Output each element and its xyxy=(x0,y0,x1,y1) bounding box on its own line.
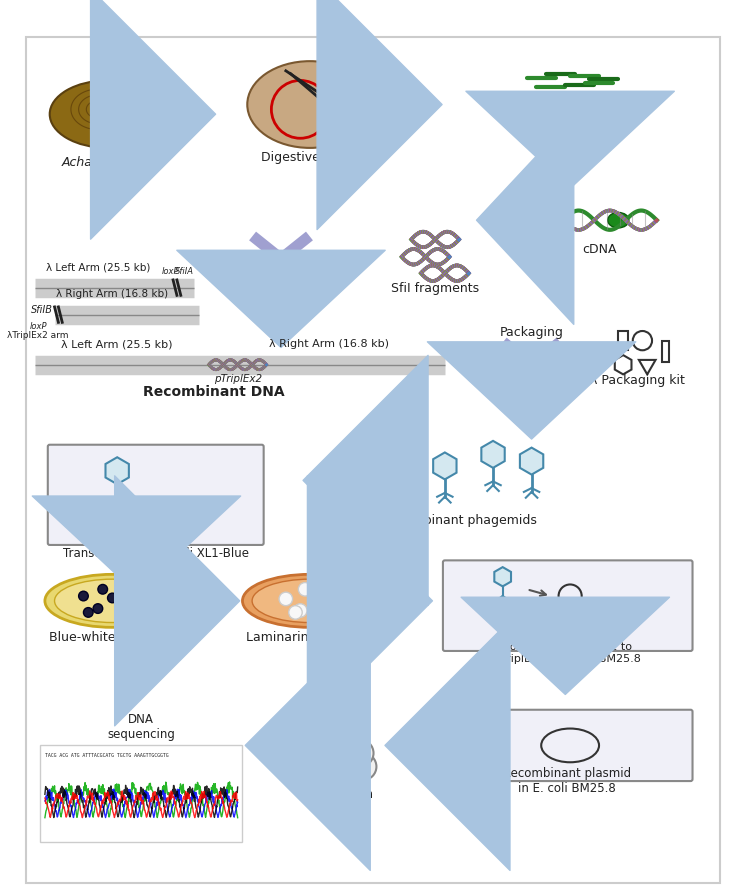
Bar xyxy=(662,340,669,362)
Text: Plasmid
isolation: Plasmid isolation xyxy=(324,773,373,801)
Circle shape xyxy=(349,753,376,781)
Circle shape xyxy=(308,589,321,603)
Circle shape xyxy=(136,589,146,598)
Circle shape xyxy=(127,605,136,615)
Text: SfiIA: SfiIA xyxy=(175,268,194,276)
Text: TACG ACG ATG ATTTACGCATG TGCTG AAAGTTGCGGTG: TACG ACG ATG ATTTACGCATG TGCTG AAAGTTGCG… xyxy=(45,753,168,758)
Text: loxP: loxP xyxy=(162,268,179,276)
Circle shape xyxy=(122,601,132,611)
Text: Digestive gland: Digestive gland xyxy=(261,151,359,164)
Ellipse shape xyxy=(242,574,378,628)
Text: Converting λTriplEx2 to
pTriplEx2 in E. coli BM25.8: Converting λTriplEx2 to pTriplEx2 in E. … xyxy=(494,642,640,663)
Text: loxP: loxP xyxy=(29,322,47,331)
Text: Recombinant phagemids: Recombinant phagemids xyxy=(381,514,537,527)
Text: Laminarin screening: Laminarin screening xyxy=(246,631,374,645)
Circle shape xyxy=(332,592,346,605)
Text: λ Right Arm (16.8 kb): λ Right Arm (16.8 kb) xyxy=(269,340,389,349)
Circle shape xyxy=(93,604,102,613)
Text: SfiIB: SfiIB xyxy=(31,305,53,315)
FancyBboxPatch shape xyxy=(443,709,692,781)
Ellipse shape xyxy=(55,579,170,622)
FancyBboxPatch shape xyxy=(48,444,264,545)
Text: Blue-white selection: Blue-white selection xyxy=(49,631,176,645)
Text: Transduction to E. coli XL1-Blue: Transduction to E. coli XL1-Blue xyxy=(63,548,249,560)
Text: λ Left Arm (25.5 kb): λ Left Arm (25.5 kb) xyxy=(61,340,173,349)
Text: DNA
sequencing: DNA sequencing xyxy=(108,713,175,741)
Text: Packaging: Packaging xyxy=(500,326,564,339)
Circle shape xyxy=(98,584,108,594)
Bar xyxy=(209,357,266,372)
Text: SfiI fragments: SfiI fragments xyxy=(391,283,479,295)
Text: cDNA: cDNA xyxy=(582,243,616,256)
Circle shape xyxy=(321,751,348,778)
Circle shape xyxy=(288,605,302,619)
Text: Pool of mRNA: Pool of mRNA xyxy=(528,127,613,140)
Text: λ Packaging kit: λ Packaging kit xyxy=(590,374,685,387)
Text: λTriplEx2 arm: λTriplEx2 arm xyxy=(7,331,69,340)
Circle shape xyxy=(294,604,307,617)
Circle shape xyxy=(318,606,331,621)
Circle shape xyxy=(108,593,117,603)
Circle shape xyxy=(346,740,373,766)
Circle shape xyxy=(279,592,293,605)
Text: pTriplEx2: pTriplEx2 xyxy=(214,374,262,384)
Circle shape xyxy=(335,740,362,766)
Ellipse shape xyxy=(45,574,180,628)
Text: Recombinant plasmid
in E. coli BM25.8: Recombinant plasmid in E. coli BM25.8 xyxy=(503,766,631,795)
Ellipse shape xyxy=(50,80,165,148)
Circle shape xyxy=(335,763,362,789)
Circle shape xyxy=(299,582,312,596)
Text: Recombinant DNA: Recombinant DNA xyxy=(143,385,284,398)
Ellipse shape xyxy=(252,579,367,622)
Text: Ligasi: Ligasi xyxy=(263,290,299,303)
FancyBboxPatch shape xyxy=(443,560,692,651)
Circle shape xyxy=(78,591,89,601)
Text: λ Left Arm (25.5 kb): λ Left Arm (25.5 kb) xyxy=(45,262,150,272)
Ellipse shape xyxy=(247,61,373,148)
Circle shape xyxy=(327,607,341,621)
Circle shape xyxy=(323,601,336,614)
Circle shape xyxy=(115,610,125,619)
Circle shape xyxy=(83,607,93,617)
Text: λ Right Arm (16.8 kb): λ Right Arm (16.8 kb) xyxy=(56,289,168,300)
Text: Achatina fulica: Achatina fulica xyxy=(61,156,154,169)
Bar xyxy=(40,745,242,842)
Ellipse shape xyxy=(608,212,629,228)
Bar xyxy=(619,331,628,350)
